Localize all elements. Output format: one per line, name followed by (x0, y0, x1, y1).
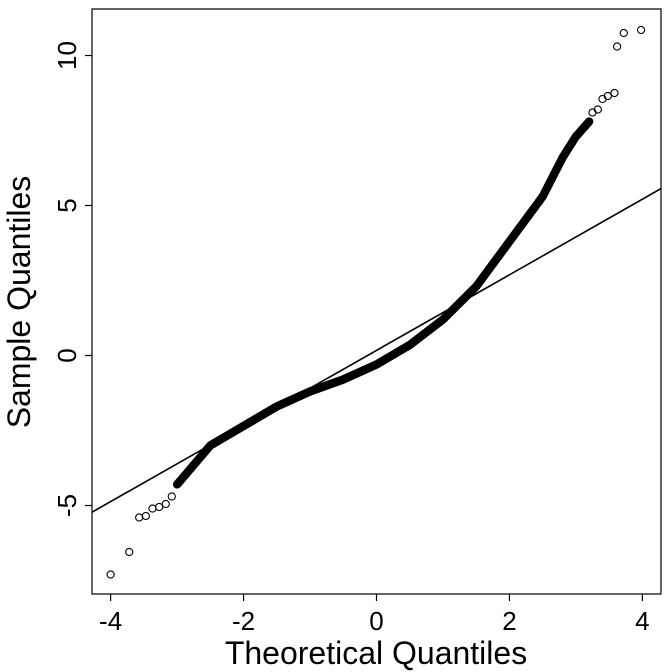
x-tick-label: 2 (502, 606, 516, 636)
x-tick-label: 0 (369, 606, 383, 636)
sample-point (141, 511, 150, 521)
sample-point (636, 25, 646, 35)
sample-point (125, 547, 134, 557)
sample-point (603, 91, 612, 101)
x-axis-title: Theoretical Quantiles (225, 635, 527, 671)
y-axis-title: Sample Quantiles (1, 176, 37, 429)
sample-point (161, 499, 170, 509)
plot-frame (91, 8, 662, 595)
y-tick-label: -5 (52, 494, 82, 517)
y-tick-label: 5 (52, 198, 82, 212)
sample-point (106, 570, 115, 579)
sample-points-layer (106, 25, 646, 579)
sample-point (135, 513, 144, 522)
sample-point (612, 42, 622, 51)
sample-point (148, 504, 157, 513)
sample-point (610, 88, 619, 98)
y-tick-label: 10 (52, 41, 82, 70)
sample-point (619, 28, 628, 38)
reference-line (92, 187, 661, 513)
x-tick-label: 4 (635, 606, 649, 636)
x-tick-label: -2 (232, 606, 255, 636)
sample-point (585, 117, 594, 126)
y-axis: -5 0 5 10 (52, 41, 92, 517)
sample-point (167, 492, 176, 501)
x-axis: -4 -2 0 2 4 (99, 594, 650, 636)
x-tick-label: -4 (99, 606, 122, 636)
reference-line-layer (92, 187, 661, 513)
y-tick-label: 0 (52, 348, 82, 362)
sample-point (154, 502, 164, 512)
sample-point (593, 105, 602, 114)
